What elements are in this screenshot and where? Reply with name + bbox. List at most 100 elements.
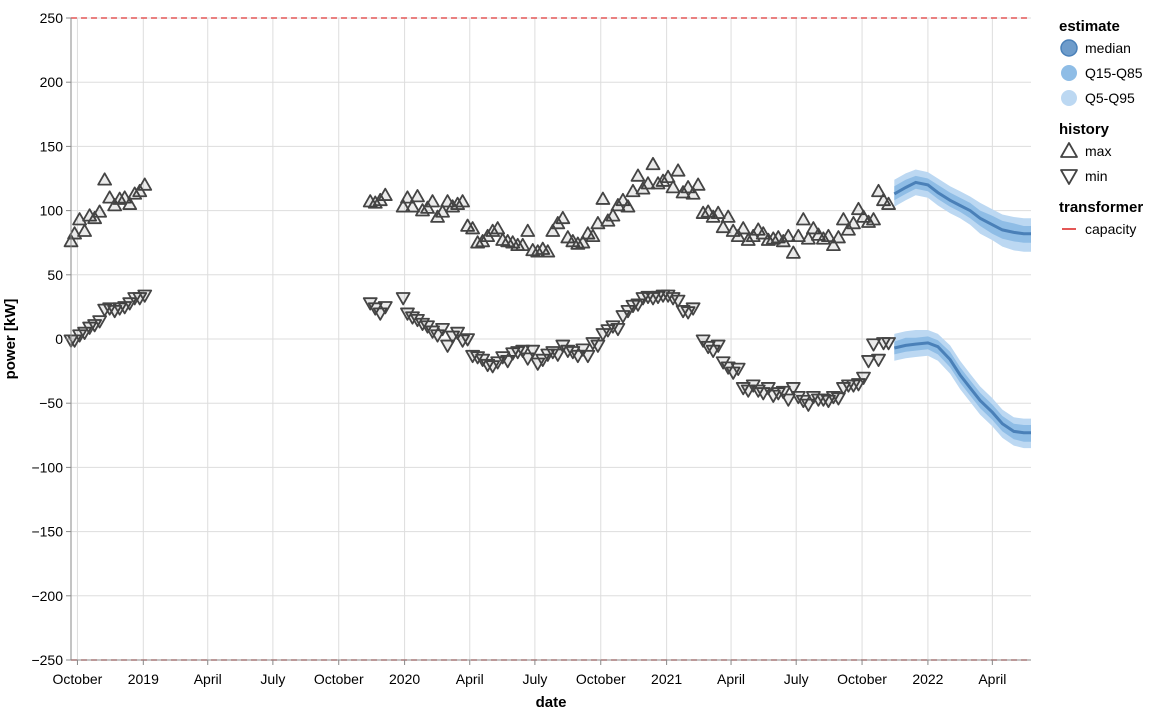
- legend-title: history: [1059, 121, 1110, 138]
- history-max-point: [425, 194, 440, 208]
- history-max-point: [685, 186, 701, 200]
- history-max-point: [710, 205, 726, 219]
- legend-title: estimate: [1059, 18, 1120, 35]
- legend-title: transformer: [1059, 199, 1143, 216]
- history-min-point: [500, 355, 516, 369]
- y-tick-label: 0: [55, 331, 63, 347]
- history-min-point: [137, 289, 153, 303]
- y-tick-label: 250: [40, 10, 64, 26]
- history-min-point: [710, 339, 726, 353]
- legend-label: median: [1085, 40, 1131, 56]
- x-axis-title: date: [536, 694, 567, 711]
- legend-label: max: [1085, 143, 1111, 159]
- history-max-point: [545, 223, 561, 237]
- history-max-point: [540, 244, 556, 258]
- history-min-point: [395, 292, 411, 306]
- y-tick-label: −100: [31, 459, 63, 475]
- history-min-point: [515, 344, 531, 358]
- history-max-point: [640, 176, 656, 190]
- y-tick-label: −50: [39, 395, 63, 411]
- history-min-point: [881, 337, 896, 351]
- history-max-point: [730, 228, 746, 243]
- history-min-point: [377, 301, 393, 315]
- history-max-point: [377, 187, 393, 201]
- history-min-point: [580, 349, 596, 364]
- forecast-median-line: [893, 180, 1031, 236]
- history-max-point: [405, 199, 420, 213]
- history-max-point: [72, 212, 87, 226]
- history-max-point: [690, 177, 706, 191]
- history-min-point: [670, 294, 686, 308]
- forecast-bands: [893, 169, 1031, 449]
- x-tick-label: October: [53, 671, 103, 687]
- legend-symbol-q15-q85: [1061, 65, 1077, 81]
- history-min-point: [92, 315, 108, 329]
- legend-symbol-q5-q95: [1061, 90, 1077, 106]
- x-tick-label: April: [194, 671, 222, 687]
- history-min-point: [785, 382, 801, 396]
- history-max-point: [665, 180, 681, 194]
- y-tick-label: −250: [31, 652, 63, 668]
- history-min-point: [460, 333, 475, 347]
- x-tick-label: October: [576, 671, 626, 687]
- history-max-point: [410, 189, 425, 203]
- history-max-point: [826, 237, 841, 252]
- y-tick-label: 50: [47, 267, 63, 283]
- history-max-point: [871, 183, 886, 198]
- history-max-point: [97, 172, 113, 186]
- history-max-point: [800, 231, 816, 245]
- history-min-point: [861, 355, 876, 369]
- history-max-point: [92, 204, 108, 218]
- history-max-point: [851, 201, 866, 216]
- history-max-point: [620, 199, 636, 213]
- legend-symbol-median: [1060, 39, 1078, 57]
- history-max-point: [795, 212, 811, 226]
- history-min-point: [435, 322, 450, 337]
- history-max-point: [455, 194, 470, 208]
- x-tick-label: October: [837, 671, 887, 687]
- axes: −250 −200 −150 −100 −50 0 50 100 150 200 250 Octobe…: [31, 10, 1031, 687]
- history-min-point: [440, 339, 455, 353]
- x-tick-label: 2022: [912, 671, 943, 687]
- history-max-point: [836, 212, 851, 226]
- history-max-point: [555, 210, 571, 225]
- history-min-point: [685, 302, 701, 316]
- y-tick-label: 200: [40, 74, 64, 90]
- legend-label: Q5-Q95: [1085, 90, 1135, 106]
- x-tick-label: April: [717, 671, 745, 687]
- history-max-point: [400, 190, 415, 204]
- history-min-point: [525, 344, 541, 358]
- x-tick-label: 2019: [128, 671, 159, 687]
- legend-label: Q15-Q85: [1085, 65, 1143, 81]
- x-tick-label: April: [978, 671, 1006, 687]
- history-max-point: [715, 219, 731, 234]
- history-max-point: [881, 196, 896, 210]
- history-points: [63, 156, 896, 412]
- history-min-point: [871, 353, 886, 367]
- history-max-point: [102, 190, 118, 204]
- history-max-point: [137, 177, 153, 191]
- history-max-point: [790, 228, 806, 243]
- x-tick-label: 2020: [389, 671, 420, 687]
- history-min-point: [550, 348, 566, 362]
- history-max-point: [515, 237, 531, 252]
- history-max-point: [605, 208, 621, 222]
- history-max-point: [520, 223, 536, 237]
- history-min-point: [800, 398, 816, 412]
- history-max-point: [780, 228, 796, 243]
- y-tick-label: −150: [31, 524, 63, 540]
- history-max-point: [77, 223, 93, 237]
- history-max-point: [645, 156, 661, 171]
- forecast-median-line: [893, 341, 1031, 435]
- history-max-point: [595, 191, 611, 205]
- legend: estimate median Q15-Q85 Q5-Q95 history max min…: [1059, 18, 1143, 237]
- history-min-point: [610, 322, 626, 337]
- history-min-point: [831, 392, 846, 406]
- x-tick-label: 2021: [651, 671, 682, 687]
- history-min-point: [856, 371, 871, 385]
- x-tick-label: April: [456, 671, 484, 687]
- history-max-point: [630, 168, 646, 182]
- history-max-point: [735, 221, 751, 235]
- history-max-point: [720, 209, 736, 223]
